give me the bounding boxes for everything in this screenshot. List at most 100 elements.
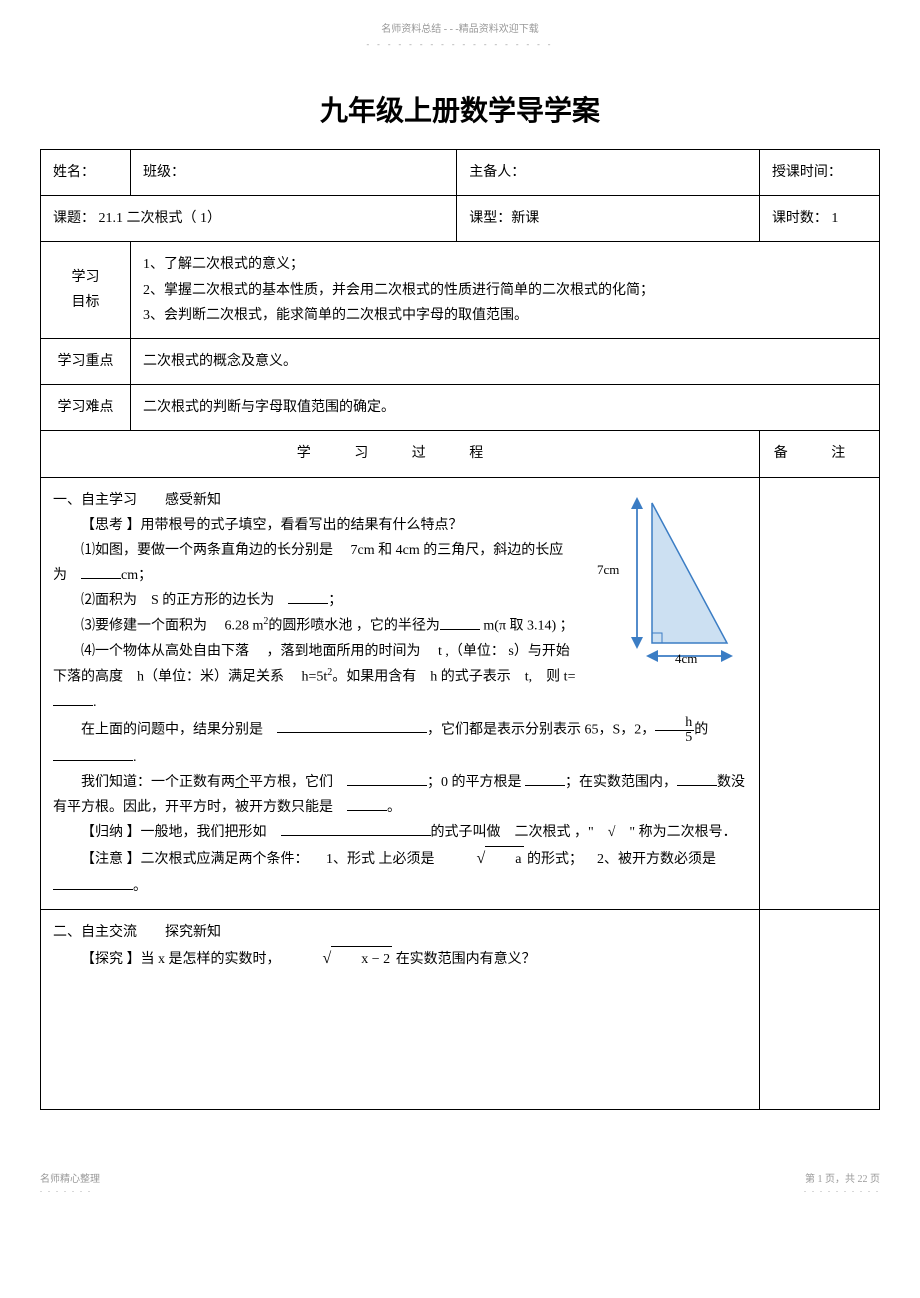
q1-suffix: cm； [121,568,152,583]
process-header: 学 习 过 程 [41,431,760,477]
explore-label: 【探究 】 [81,952,141,967]
page-footer: 名师精心整理 . . . . . . . 第 1 页，共 22 页 . . . … [40,1170,880,1194]
know-blank4 [347,810,387,811]
summary1-end: 的 [694,722,708,737]
diagram-width-label: 4cm [675,647,697,670]
know-underline: 个 [235,775,249,790]
goal-1: 1、了解二次根式的意义； [143,252,867,277]
explore-block: 【探究 】当 x 是怎样的实数时， x − 2 在实数范围内有意义？ [53,945,747,974]
note-label: 【注意 】 [81,852,141,867]
conclude-blank [281,835,431,836]
summary1-period: . [133,750,137,765]
conclude-text2: 的式子叫做 二次根式 ，" √ " 称为二次根号． [431,825,737,840]
note-block: 【注意 】二次根式应满足两个条件： 1、形式 上必须是 a 的形式； 2、被开方… [53,845,747,899]
section1-row: 7cm 4cm 一、自主学习 感受新知 【思考 】用带根号的式子填空，看看写出的… [41,477,880,910]
focus-label: 学习重点 [41,338,131,384]
footer-left-block: 名师精心整理 . . . . . . . [40,1170,100,1194]
summary1-suffix: ，它们都是表示分别表示 65，S，2， [427,722,655,737]
know-mid: 平方根，它们 [249,775,347,790]
type-cell: 课型：新课 [457,196,760,242]
conclude-label: 【归纳 】 [81,825,141,840]
difficulty-content: 二次根式的判断与字母取值范围的确定。 [131,385,880,431]
q4-blank [53,705,93,706]
conclude-text1: 一般地，我们把形如 [141,825,281,840]
goal-3: 3、会判断二次根式，能求简单的二次根式中字母的取值范围。 [143,303,867,328]
worksheet-table: 姓名： 班级： 主备人： 授课时间： 课题： 21.1 二次根式（ 1） 课型：… [40,149,880,1110]
q3-mid: 的圆形喷水池 ，它的半径为 [268,619,440,634]
summary1-blank2 [53,760,133,761]
goal-2: 2、掌握二次根式的基本性质，并会用二次根式的性质进行简单的二次根式的化简； [143,278,867,303]
focus-row: 学习重点 二次根式的概念及意义。 [41,338,880,384]
frac-den: 5 [655,731,694,745]
sqrt-x-2-content: x − 2 [331,946,392,972]
q3-prefix: ⑶要修建一个面积为 6.28 m [81,619,263,634]
sqrt-a-content: a [485,846,523,872]
preparer-cell: 主备人： [457,150,760,196]
q3-suffix: m(π 取 3.14) ； [480,619,574,634]
section2-heading: 二、自主交流 探究新知 [53,920,747,945]
explore-text1: 当 x 是怎样的实数时， [141,952,295,967]
footer-right-block: 第 1 页，共 22 页 . . . . . . . . . . [804,1170,880,1194]
know-block: 我们知道：一个正数有两个平方根，它们 ；0 的平方根是 ；在实数范围内，数没有平… [53,770,747,820]
footer-left: 名师精心整理 [40,1170,100,1185]
sqrt-x-2: x − 2 [295,945,393,974]
know-blank1 [347,785,427,786]
q2-suffix: ； [328,593,342,608]
header-watermark: 名师资料总结 - - -精品资料欢迎下载 [40,20,880,35]
q4-text2: 。如果用含有 h 的式子表示 t, 则 t= [332,670,575,685]
topic-row: 课题： 21.1 二次根式（ 1） 课型：新课 课时数： 1 [41,196,880,242]
footer-right: 第 1 页，共 22 页 [804,1170,880,1185]
think-text: 用带根号的式子填空，看看写出的结果有什么特点？ [141,518,463,533]
note-text2: 的形式； 2、被开方数必须是 [524,852,731,867]
name-cell: 姓名： [41,150,131,196]
sqrt-a: a [449,845,524,874]
goals-label: 学习 目标 [41,242,131,339]
q2-prefix: ⑵面积为 S 的正方形的边长为 [81,593,288,608]
q1-blank [81,578,121,579]
footer-left-dots: . . . . . . . [40,1185,100,1194]
explore-text2: 在实数范围内有意义？ [392,952,536,967]
class-cell: 班级： [131,150,457,196]
note-text1: 二次根式应满足两个条件： 1、形式 上必须是 [141,852,449,867]
remark-cell-1 [760,477,880,910]
focus-content: 二次根式的概念及意义。 [131,338,880,384]
difficulty-label: 学习难点 [41,385,131,431]
triangle-diagram: 7cm 4cm [597,493,737,663]
know-blank2 [525,785,565,786]
section2-content: 二、自主交流 探究新知 【探究 】当 x 是怎样的实数时， x − 2 在实数范… [41,910,760,1110]
fraction-h-5: h5 [655,716,694,745]
topic-label: 课题： [53,211,95,226]
know-prefix: 我们知道：一个正数有两 [81,775,235,790]
section1-content: 7cm 4cm 一、自主学习 感受新知 【思考 】用带根号的式子填空，看看写出的… [41,477,760,910]
process-header-row: 学 习 过 程 备 注 [41,431,880,477]
goals-content: 1、了解二次根式的意义； 2、掌握二次根式的基本性质，并会用二次根式的性质进行简… [131,242,880,339]
note-end: 。 [133,879,147,894]
info-row: 姓名： 班级： 主备人： 授课时间： [41,150,880,196]
frac-num: h [655,716,694,731]
q4-suffix: . [93,695,97,710]
q2-blank [288,603,328,604]
know-mid3: ；在实数范围内， [565,775,677,790]
know-mid2: ；0 的平方根是 [427,775,525,790]
section2-row: 二、自主交流 探究新知 【探究 】当 x 是怎样的实数时， x − 2 在实数范… [41,910,880,1110]
remark-header: 备 注 [760,431,880,477]
topic-value: 21.1 二次根式（ 1） [99,211,222,226]
summary1-prefix: 在上面的问题中，结果分别是 [81,722,277,737]
diagram-height-label: 7cm [597,558,619,581]
teach-time-cell: 授课时间： [759,150,879,196]
conclude-block: 【归纳 】一般地，我们把形如 的式子叫做 二次根式 ，" √ " 称为二次根号． [53,820,747,845]
summary1: 在上面的问题中，结果分别是 ，它们都是表示分别表示 65，S，2，h5的. [53,716,747,770]
goals-row: 学习 目标 1、了解二次根式的意义； 2、掌握二次根式的基本性质，并会用二次根式… [41,242,880,339]
know-blank3 [677,785,717,786]
think-label: 【思考 】 [81,518,141,533]
note-blank [53,889,133,890]
remark-cell-2 [760,910,880,1110]
footer-right-dots: . . . . . . . . . . [804,1185,880,1194]
know-end: 。 [387,800,401,815]
q3-blank [440,629,480,630]
difficulty-row: 学习难点 二次根式的判断与字母取值范围的确定。 [41,385,880,431]
summary1-blank1 [277,732,427,733]
header-dots: - - - - - - - - - - - - - - - - - - [40,40,880,49]
count-cell: 课时数： 1 [759,196,879,242]
page-title: 九年级上册数学导学案 [40,89,880,129]
